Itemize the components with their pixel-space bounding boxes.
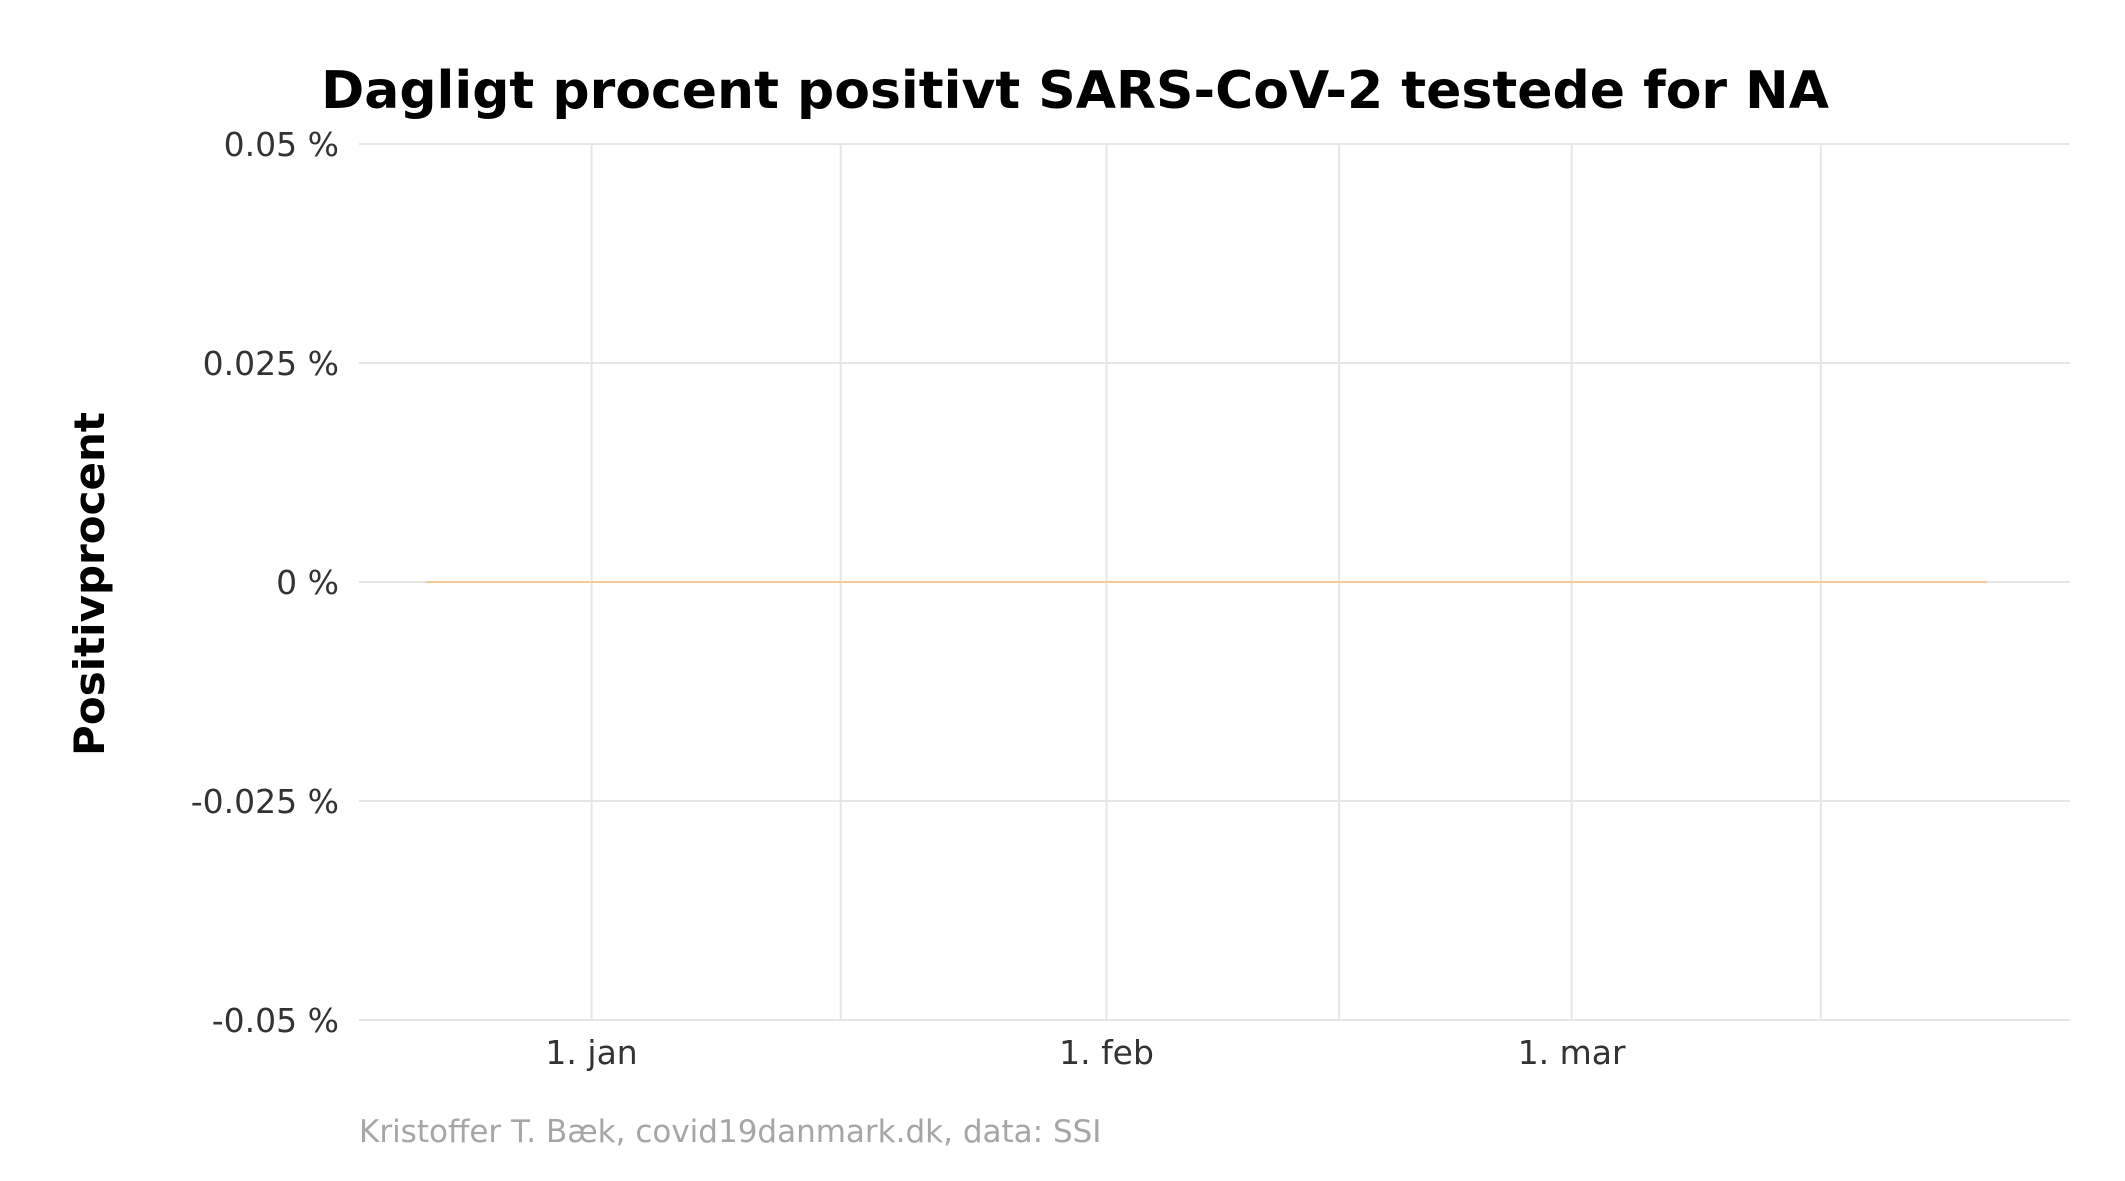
x-tick-label: 1. jan (545, 1033, 637, 1072)
y-tick-label: 0 % (276, 563, 339, 602)
x-tick-labels: 1. jan 1. feb 1. mar (545, 1033, 1626, 1072)
y-tick-label: -0.025 % (191, 782, 339, 821)
y-axis-label: Positivprocent (65, 412, 114, 756)
y-tick-label: -0.05 % (212, 1001, 339, 1040)
y-tick-labels: -0.05 % -0.025 % 0 % 0.025 % 0.05 % (191, 125, 339, 1040)
chart-caption: Kristoffer T. Bæk, covid19danmark.dk, da… (359, 1114, 1101, 1150)
x-tick-label: 1. feb (1059, 1033, 1154, 1072)
y-tick-label: 0.025 % (203, 344, 339, 383)
y-tick-label: 0.05 % (224, 125, 339, 164)
chart-title: Dagligt procent positivt SARS-CoV-2 test… (321, 61, 1829, 121)
x-tick-label: 1. mar (1518, 1033, 1626, 1072)
